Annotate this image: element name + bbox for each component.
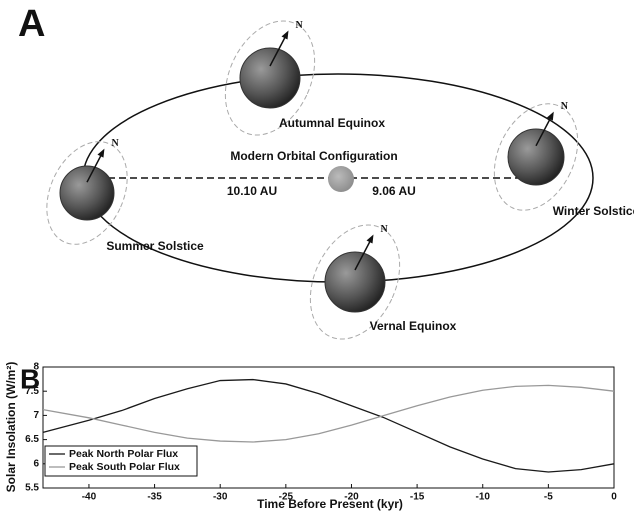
y-tick-label: 6 (33, 458, 39, 469)
y-tick-label: 7.5 (25, 386, 39, 397)
x-tick-label: -20 (344, 492, 359, 503)
planet-label: Vernal Equinox (370, 319, 457, 333)
figure: A Modern Orbital Configuration 10.10 AU … (0, 0, 634, 511)
diagram-title: Modern Orbital Configuration (230, 149, 397, 163)
x-tick-label: 0 (611, 492, 617, 503)
pole-arrowhead (367, 235, 374, 244)
x-tick-label: -30 (213, 492, 228, 503)
pole-arrowhead (97, 149, 104, 158)
y-tick-label: 8 (33, 362, 39, 373)
x-tick-label: -15 (410, 492, 425, 503)
planet-label: Winter Solstice (553, 204, 634, 218)
planet (60, 166, 114, 220)
x-tick-label: -25 (279, 492, 294, 503)
planet (325, 252, 385, 312)
pole-label: N (561, 101, 569, 112)
x-tick-label: -10 (476, 492, 491, 503)
x-tick-label: -5 (544, 492, 553, 503)
planet (240, 48, 300, 108)
distance-label: 9.06 AU (372, 184, 416, 198)
y-tick-label: 5.5 (25, 483, 39, 494)
y-tick-label: 7 (33, 410, 39, 421)
pole-arrowhead (282, 31, 289, 40)
legend-label: Peak South Polar Flux (69, 461, 180, 473)
panel-label: A (18, 3, 45, 45)
series-line (43, 385, 614, 442)
pole-label: N (381, 224, 389, 235)
distance-label: 10.10 AU (227, 184, 277, 198)
y-axis-title: Solar Insolation (W/m²) (4, 362, 18, 493)
plot: 5.5 6 6.5 7 7.5 8 -40 -35 -30 -25 -20 -15 -10 -5 0 Peak… (25, 362, 617, 503)
pole-label: N (111, 138, 119, 149)
sun (328, 166, 354, 192)
planet (508, 129, 564, 185)
x-tick-label: -40 (82, 492, 97, 503)
planet-label: Autumnal Equinox (279, 116, 385, 130)
y-tick-label: 6.5 (25, 434, 39, 445)
planet-label: Summer Solstice (106, 239, 204, 253)
pole-label: N (296, 20, 304, 31)
x-tick-label: -35 (147, 492, 162, 503)
legend-label: Peak North Polar Flux (69, 448, 178, 460)
